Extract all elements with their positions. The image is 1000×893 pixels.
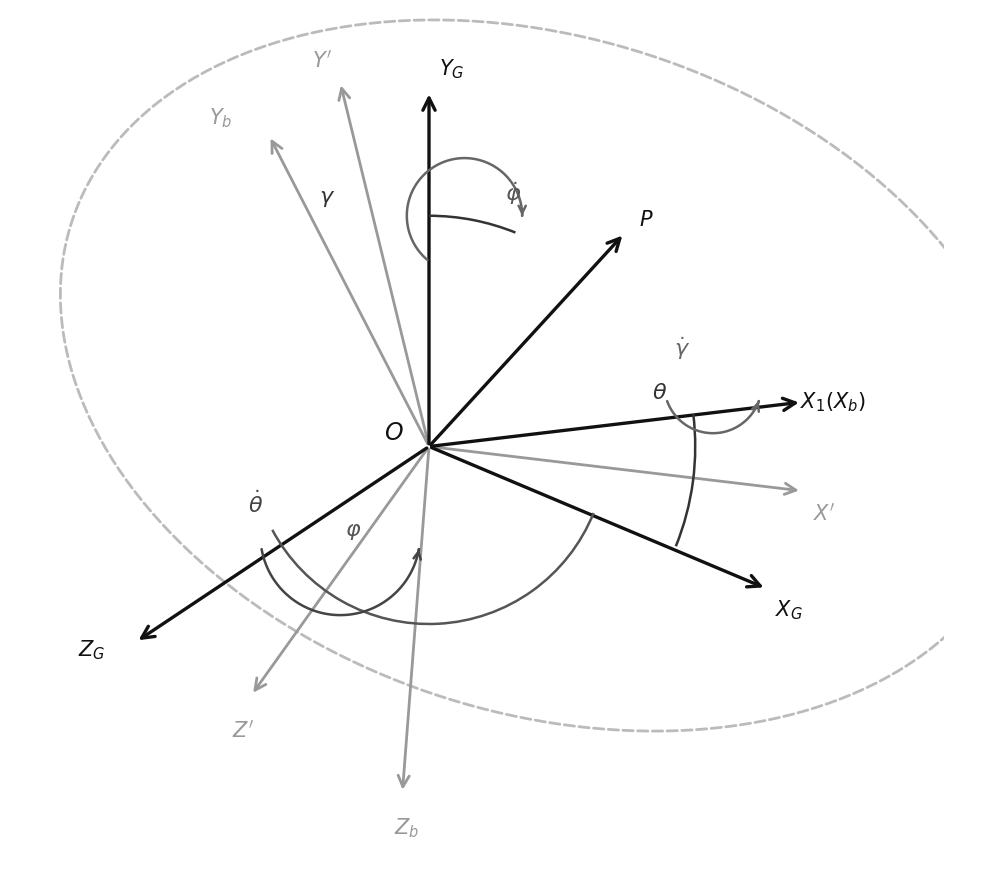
Text: $P$: $P$ <box>639 210 654 230</box>
Text: $Z_b$: $Z_b$ <box>394 816 419 840</box>
Text: $\theta$: $\theta$ <box>652 382 667 405</box>
Text: $\dot{\gamma}$: $\dot{\gamma}$ <box>674 336 690 363</box>
Text: $\dot{\varphi}$: $\dot{\varphi}$ <box>505 180 522 207</box>
Text: $Z'$: $Z'$ <box>232 720 254 741</box>
Text: $X_G$: $X_G$ <box>775 599 802 622</box>
Text: $\dot{\theta}$: $\dot{\theta}$ <box>248 491 264 518</box>
Text: $Y_b$: $Y_b$ <box>209 106 232 130</box>
Text: $O$: $O$ <box>384 421 403 445</box>
Text: $\varphi$: $\varphi$ <box>345 520 362 542</box>
Text: $\gamma$: $\gamma$ <box>319 187 335 209</box>
Text: $Y'$: $Y'$ <box>312 49 333 71</box>
Text: $X_1(X_b)$: $X_1(X_b)$ <box>800 390 866 414</box>
Text: $Z_G$: $Z_G$ <box>78 638 105 663</box>
Text: $Y_G$: $Y_G$ <box>439 57 464 81</box>
Text: $X'$: $X'$ <box>813 502 835 524</box>
